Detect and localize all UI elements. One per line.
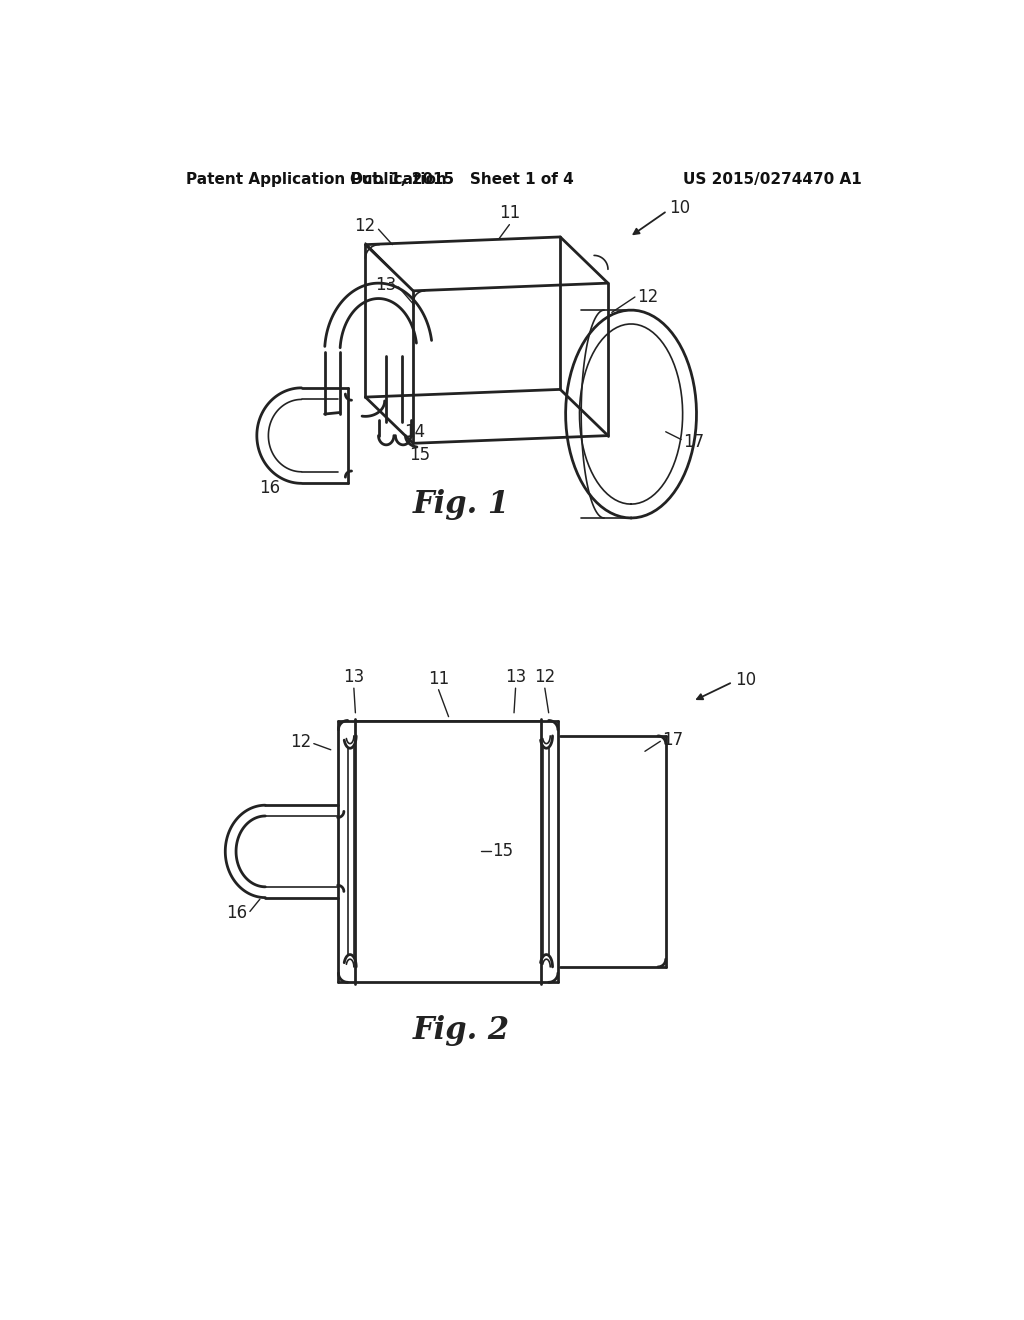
Text: Fig. 1: Fig. 1: [413, 490, 510, 520]
Text: 12: 12: [354, 218, 376, 235]
Text: 14: 14: [403, 422, 425, 441]
Text: 13: 13: [343, 668, 365, 686]
Text: 16: 16: [226, 904, 248, 921]
Text: 15: 15: [410, 446, 430, 463]
Text: 17: 17: [683, 433, 705, 450]
Text: 13: 13: [505, 668, 526, 686]
Text: 12: 12: [535, 668, 555, 686]
Text: Oct. 1, 2015   Sheet 1 of 4: Oct. 1, 2015 Sheet 1 of 4: [350, 173, 573, 187]
Text: Patent Application Publication: Patent Application Publication: [186, 173, 446, 187]
Text: Fig. 2: Fig. 2: [413, 1015, 510, 1045]
Text: 11: 11: [499, 203, 520, 222]
Text: 10: 10: [670, 199, 690, 218]
Text: 12: 12: [290, 733, 311, 751]
Text: 17: 17: [662, 731, 683, 748]
Text: US 2015/0274470 A1: US 2015/0274470 A1: [683, 173, 862, 187]
Text: 15: 15: [493, 842, 514, 861]
Text: 16: 16: [260, 479, 281, 496]
Text: 13: 13: [375, 276, 396, 294]
Text: 11: 11: [428, 671, 450, 688]
Text: 12: 12: [637, 288, 658, 306]
Text: 10: 10: [735, 672, 756, 689]
